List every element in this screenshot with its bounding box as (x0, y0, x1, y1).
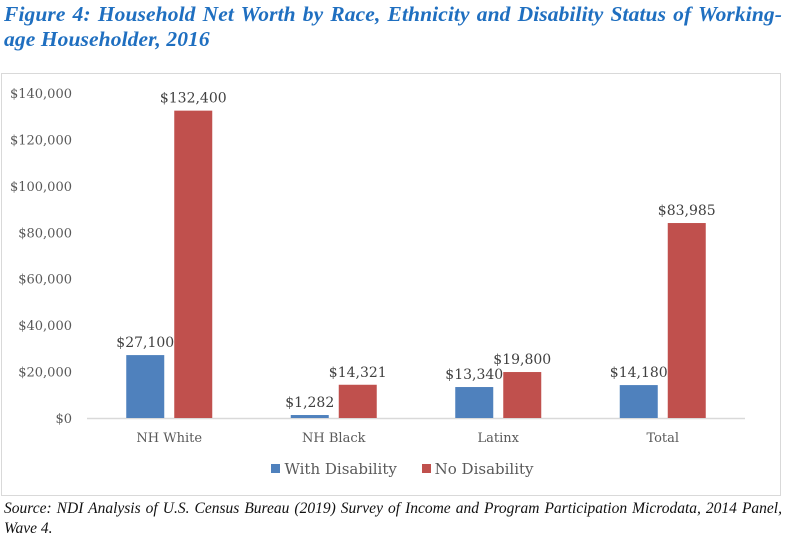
legend-label: No Disability (434, 460, 534, 478)
data-label: $83,985 (658, 203, 716, 219)
bar-with-disability (290, 415, 329, 418)
legend-item-with-disability: With Disability (271, 460, 397, 478)
bar-no-disability (503, 372, 542, 418)
source-note: Source: NDI Analysis of U.S. Census Bure… (4, 500, 782, 537)
data-label: $13,340 (445, 367, 503, 383)
data-label: $1,282 (285, 395, 334, 411)
y-axis-ticks: $0 $20,000 $40,000 $60,000 $80,000 $100,000 $1… (10, 87, 72, 427)
data-label: $27,100 (116, 335, 174, 351)
data-labels: $27,100 $132,400 $1,282 $14,321 $13,340$19,8… (116, 91, 715, 411)
chart-frame (1, 73, 781, 496)
x-category-label: NH Black (302, 431, 366, 446)
legend-swatch-with-disability (271, 464, 281, 473)
figure-title: Figure 4: Household Net Worth by Race, E… (4, 2, 782, 51)
bar-with-disability (126, 355, 165, 418)
x-axis-categories: NH White NH Black Latinx Total (136, 431, 679, 446)
y-tick-label: $140,000 (10, 87, 72, 102)
y-tick-label: $0 (55, 412, 72, 427)
bar-with-disability (455, 387, 494, 418)
bar-no-disability (338, 384, 377, 418)
x-category-label: NH White (136, 431, 202, 446)
y-tick-label: $100,000 (10, 180, 72, 195)
y-tick-label: $20,000 (18, 366, 72, 381)
legend-item-no-disability: No Disability (421, 460, 534, 478)
x-category-label: Latinx (478, 431, 520, 446)
legend-swatch-no-disability (421, 464, 431, 473)
y-tick-label: $60,000 (18, 273, 72, 288)
legend: With Disability No Disability (0, 460, 805, 478)
y-tick-label: $40,000 (18, 319, 72, 334)
bar-no-disability (174, 110, 213, 419)
data-label: $14,321 (329, 365, 387, 381)
y-tick-label: $80,000 (18, 226, 72, 241)
data-label: $14,180 (610, 365, 668, 381)
x-category-label: Total (646, 431, 679, 446)
legend-label: With Disability (284, 460, 397, 478)
bar-with-disability (619, 385, 658, 418)
y-tick-label: $120,000 (10, 133, 72, 148)
bars (126, 110, 706, 419)
bar-no-disability (667, 223, 706, 418)
data-label: $19,800 (493, 352, 551, 368)
data-label: $132,400 (160, 91, 227, 107)
